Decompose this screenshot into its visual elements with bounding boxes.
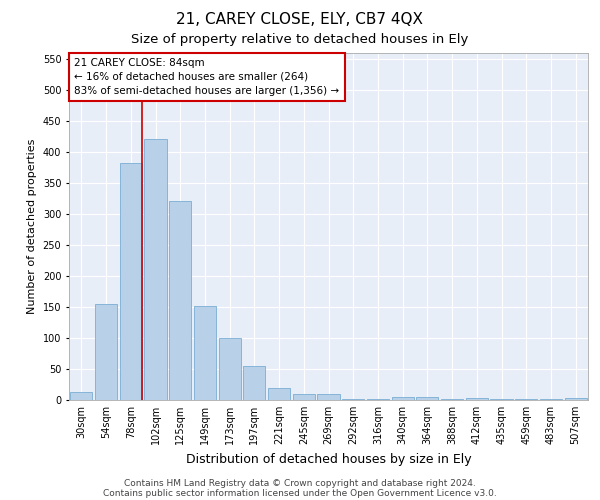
Bar — [293, 394, 315, 400]
Bar — [490, 399, 512, 400]
Bar — [218, 338, 241, 400]
Bar — [194, 306, 216, 400]
Text: 21 CAREY CLOSE: 84sqm
← 16% of detached houses are smaller (264)
83% of semi-det: 21 CAREY CLOSE: 84sqm ← 16% of detached … — [74, 58, 340, 96]
Bar — [515, 399, 538, 400]
Bar — [342, 399, 364, 400]
Bar — [145, 140, 167, 400]
Bar — [243, 366, 265, 400]
X-axis label: Distribution of detached houses by size in Ely: Distribution of detached houses by size … — [185, 452, 472, 466]
Text: 21, CAREY CLOSE, ELY, CB7 4QX: 21, CAREY CLOSE, ELY, CB7 4QX — [176, 12, 424, 28]
Bar — [317, 394, 340, 400]
Bar — [540, 399, 562, 400]
Text: Size of property relative to detached houses in Ely: Size of property relative to detached ho… — [131, 32, 469, 46]
Bar — [95, 304, 117, 400]
Bar — [70, 392, 92, 400]
Text: Contains HM Land Registry data © Crown copyright and database right 2024.: Contains HM Land Registry data © Crown c… — [124, 478, 476, 488]
Bar — [416, 397, 439, 400]
Y-axis label: Number of detached properties: Number of detached properties — [27, 138, 37, 314]
Bar — [565, 398, 587, 400]
Bar — [169, 202, 191, 400]
Bar — [119, 163, 142, 400]
Bar — [392, 397, 414, 400]
Bar — [367, 399, 389, 400]
Bar — [268, 388, 290, 400]
Bar — [466, 398, 488, 400]
Text: Contains public sector information licensed under the Open Government Licence v3: Contains public sector information licen… — [103, 488, 497, 498]
Bar — [441, 399, 463, 400]
